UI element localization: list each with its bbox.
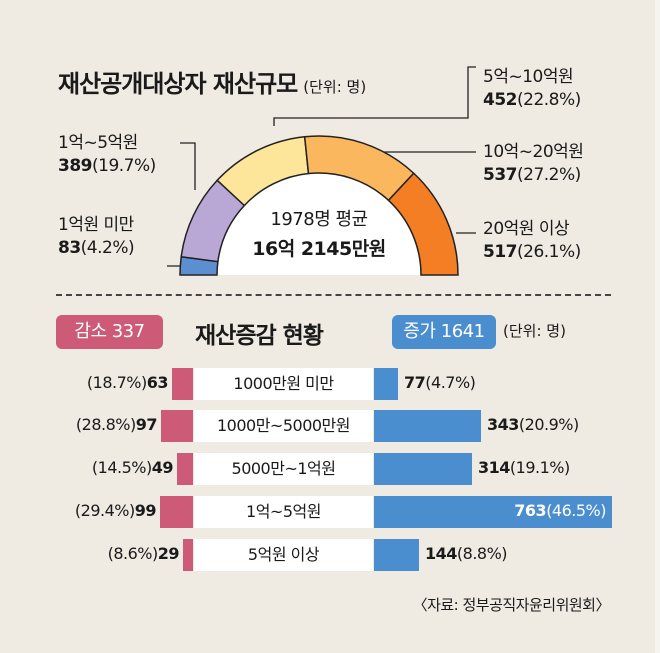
category-label: 1000만원 미만 — [194, 368, 373, 400]
bar-row: (14.5%)49 5000만~1억원 314(19.1%) — [0, 453, 660, 485]
leader-line-1to5eok — [180, 142, 196, 190]
increase-value-label: 77(4.7%) — [404, 373, 476, 392]
bar-row: (8.6%)29 5억원 이상 144(8.8%) — [0, 539, 660, 571]
label-over-20eok: 20억원 이상 517(26.1%) — [483, 219, 581, 262]
decrease-value-label: (29.4%)99 — [74, 501, 157, 520]
donut-slice-4 — [387, 172, 459, 276]
center-label-count-average: 1978명 평균 — [270, 209, 368, 230]
decrease-bar — [160, 496, 193, 528]
increase-bar — [374, 453, 472, 485]
chart-title-asset-size: 재산공개대상자 재산규모 (단위: 명) — [58, 70, 367, 98]
half-donut-chart — [167, 66, 476, 276]
leader-line-5to10eok — [273, 66, 476, 126]
category-label: 1000만~5000만원 — [194, 410, 373, 442]
label-under-1eok: 1억원 미만 83(4.2%) — [58, 215, 135, 258]
category-label: 5억원 이상 — [194, 539, 373, 571]
decrease-bar — [172, 368, 193, 400]
decrease-value-label: (28.8%)97 — [75, 415, 158, 434]
decrease-badge: 감소 337 — [56, 315, 163, 349]
center-label-average-amount: 16억 2145만원 — [252, 238, 386, 260]
unit-note: (단위: 명) — [303, 78, 367, 96]
donut-center — [218, 174, 420, 275]
increase-value-label: 763(46.5%) — [514, 501, 606, 520]
decrease-value-label: (18.7%)63 — [86, 373, 169, 392]
dashed-divider — [56, 294, 611, 296]
decrease-value-label: (14.5%)49 — [91, 458, 174, 477]
increase-badge: 증가 1641 — [392, 315, 496, 349]
right-edge-strip — [655, 0, 660, 653]
increase-value-label: 343(20.9%) — [487, 415, 579, 434]
increase-value-label: 314(19.1%) — [478, 458, 570, 477]
leader-lines — [167, 66, 476, 267]
increase-bar — [374, 539, 419, 571]
decrease-bar — [183, 539, 193, 571]
label-10to20eok: 10억~20억원 537(27.2%) — [483, 142, 584, 185]
increase-bar — [374, 368, 398, 400]
category-label: 1억~5억원 — [194, 496, 373, 528]
bar-row: (28.8%)97 1000만~5000만원 343(20.9%) — [0, 410, 660, 442]
decrease-bar — [161, 410, 193, 442]
increase-value-label: 144(8.8%) — [425, 544, 508, 563]
increase-bar — [374, 410, 481, 442]
unit-note-2: (단위: 명) — [503, 322, 566, 340]
source-note: 〈자료: 정부공직자윤리위원회〉 — [412, 596, 611, 614]
chart-title-asset-change: 재산증감 현황 — [195, 323, 324, 349]
category-label: 5000만~1억원 — [194, 453, 373, 485]
bar-row: (29.4%)99 1억~5억원 763(46.5%) — [0, 496, 660, 528]
label-1to5eok: 1억~5억원 389(19.7%) — [58, 133, 156, 176]
increase-bar — [374, 496, 612, 528]
decrease-bar — [177, 453, 193, 485]
decrease-value-label: (8.6%)29 — [107, 544, 180, 563]
label-5to10eok: 5억~10억원 452(22.8%) — [483, 67, 581, 110]
bar-row: (18.7%)63 1000만원 미만 77(4.7%) — [0, 368, 660, 400]
